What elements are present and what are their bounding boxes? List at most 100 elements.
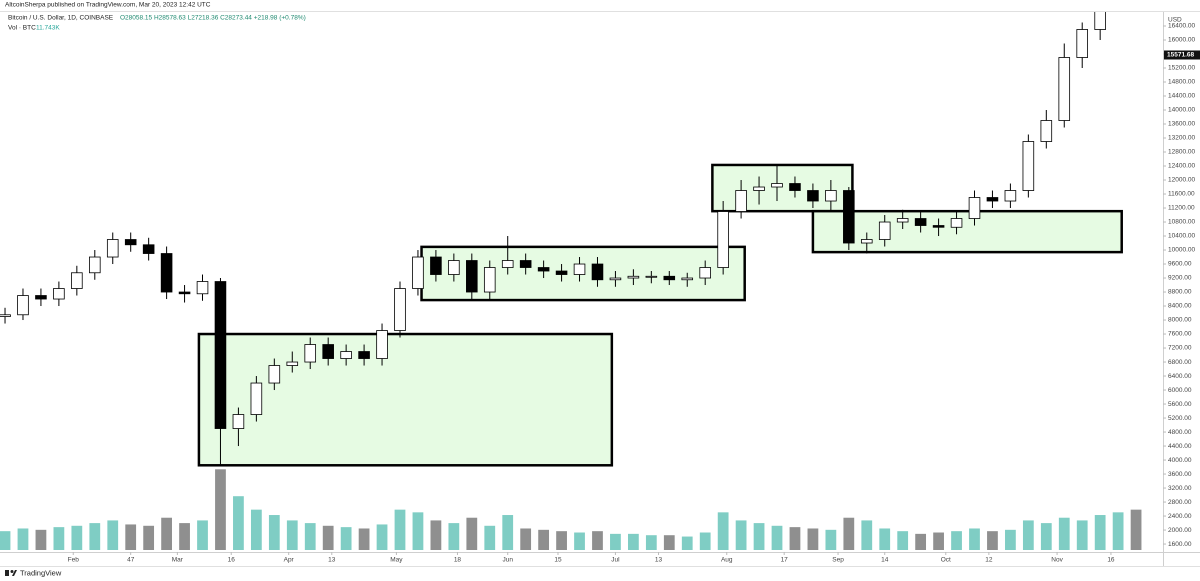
candle-body bbox=[142, 244, 155, 254]
volume-bar bbox=[215, 469, 226, 550]
candle-body bbox=[35, 295, 47, 300]
volume-bar bbox=[358, 528, 370, 550]
candle-body bbox=[627, 275, 640, 279]
candle-body bbox=[268, 365, 281, 384]
candle-body bbox=[304, 344, 317, 363]
volume-bar bbox=[699, 532, 711, 550]
candle-body bbox=[71, 272, 83, 289]
volume-bar bbox=[771, 525, 783, 550]
volume-bar bbox=[502, 515, 514, 550]
logo bbox=[5, 570, 17, 576]
candle-body bbox=[501, 260, 514, 268]
y-tick-label: 14400.00 bbox=[1168, 93, 1195, 100]
x-tick-label: Mar bbox=[172, 557, 184, 564]
y-tick-label: 13600.00 bbox=[1168, 121, 1195, 128]
volume-bar bbox=[610, 533, 621, 550]
volume-value: 11.743K bbox=[36, 25, 60, 32]
y-tick-label: 12000.00 bbox=[1168, 177, 1195, 184]
volume-bar bbox=[897, 531, 909, 550]
volume-bar bbox=[250, 509, 262, 550]
candle-body bbox=[448, 260, 460, 275]
ohlc: O28058.15 H28578.63 L27218.36 C28273.44 … bbox=[120, 15, 306, 22]
y-tick-label: 12800.00 bbox=[1168, 149, 1195, 156]
x-tick-label: Jul bbox=[611, 557, 620, 564]
y-tick-label: 2800.00 bbox=[1168, 499, 1192, 506]
volume-bar bbox=[592, 531, 603, 550]
y-tick-label: 6800.00 bbox=[1168, 359, 1192, 366]
candle-body bbox=[789, 183, 801, 191]
volume-bar bbox=[179, 523, 190, 550]
candle-body bbox=[17, 295, 29, 316]
volume-bar bbox=[89, 523, 101, 550]
candle-body bbox=[1058, 57, 1071, 121]
price-tag-bg bbox=[1164, 50, 1200, 60]
publisher: AltcoinSherpa published on TradingView.c… bbox=[5, 2, 211, 9]
volume-bar bbox=[448, 523, 460, 550]
symbol: Bitcoin / U.S. Dollar, 1D, COINBASE bbox=[8, 15, 114, 22]
range-box bbox=[197, 332, 614, 467]
x-tick-label: 14 bbox=[881, 557, 889, 564]
candle-body bbox=[735, 190, 747, 212]
x-tick-label: Apr bbox=[284, 557, 295, 564]
y-tick-label: 4000.00 bbox=[1168, 457, 1192, 464]
candle-body bbox=[178, 291, 191, 295]
volume-bar bbox=[161, 517, 172, 550]
y-tick-label: 5200.00 bbox=[1168, 415, 1192, 422]
volume-bar bbox=[1005, 529, 1016, 550]
range-box bbox=[811, 209, 1123, 254]
y-tick-label: 8000.00 bbox=[1168, 317, 1192, 324]
candle-body bbox=[286, 361, 299, 366]
volume-bar bbox=[17, 528, 29, 550]
candle-body bbox=[1094, 12, 1106, 30]
candle-body bbox=[483, 267, 496, 293]
x-tick-label: Nov bbox=[1051, 557, 1063, 564]
candle-body bbox=[950, 218, 963, 228]
y-tick-label: 6000.00 bbox=[1168, 387, 1192, 394]
volume-label: Vol · BTC bbox=[8, 25, 36, 32]
volume-bar bbox=[717, 512, 729, 550]
volume-bar bbox=[915, 533, 927, 550]
candle-body bbox=[232, 414, 245, 429]
candle-body bbox=[860, 239, 873, 244]
volume-bar bbox=[394, 509, 406, 550]
candle-body bbox=[0, 314, 11, 317]
candle-body bbox=[466, 260, 478, 293]
volume-bar bbox=[233, 496, 244, 550]
candle-body bbox=[771, 183, 783, 188]
volume-bar bbox=[520, 528, 532, 550]
y-tick-label: 9600.00 bbox=[1168, 261, 1192, 268]
x-tick-label: 13 bbox=[655, 557, 663, 564]
candle-body bbox=[430, 256, 442, 275]
x-tick-label: 18 bbox=[454, 557, 462, 564]
candle-body bbox=[932, 225, 945, 228]
y-tick-label: 6400.00 bbox=[1168, 373, 1192, 380]
candle-body bbox=[896, 218, 909, 223]
x-tick-label: Sep bbox=[832, 557, 844, 564]
volume-bar bbox=[53, 527, 65, 550]
volume-bar bbox=[466, 517, 478, 550]
candle-body bbox=[1004, 190, 1017, 202]
volume-bar bbox=[627, 533, 639, 550]
candle-body bbox=[753, 186, 765, 191]
candle-body bbox=[591, 263, 604, 281]
currency: USD bbox=[1168, 17, 1182, 24]
y-tick-label: 15200.00 bbox=[1168, 65, 1195, 72]
volume-bar bbox=[1094, 515, 1106, 550]
volume-bar bbox=[951, 531, 962, 550]
candle-body bbox=[573, 263, 586, 275]
y-tick-label: 3200.00 bbox=[1168, 485, 1192, 492]
candle-body bbox=[340, 351, 352, 359]
y-tick-label: 14800.00 bbox=[1168, 79, 1195, 86]
y-tick-label: 16400.00 bbox=[1168, 23, 1195, 30]
y-tick-label: 4400.00 bbox=[1168, 443, 1192, 450]
y-tick-label: 5600.00 bbox=[1168, 401, 1192, 408]
volume-bar bbox=[789, 527, 801, 550]
brand: TradingView bbox=[20, 568, 62, 577]
candle-body bbox=[914, 218, 927, 226]
candle-body bbox=[663, 275, 676, 281]
candle-body bbox=[537, 267, 550, 272]
volume-bar bbox=[574, 532, 585, 550]
y-tick-label: 10000.00 bbox=[1168, 247, 1195, 254]
y-tick-label: 4800.00 bbox=[1168, 429, 1192, 436]
x-tick-label: 16 bbox=[1107, 557, 1115, 564]
